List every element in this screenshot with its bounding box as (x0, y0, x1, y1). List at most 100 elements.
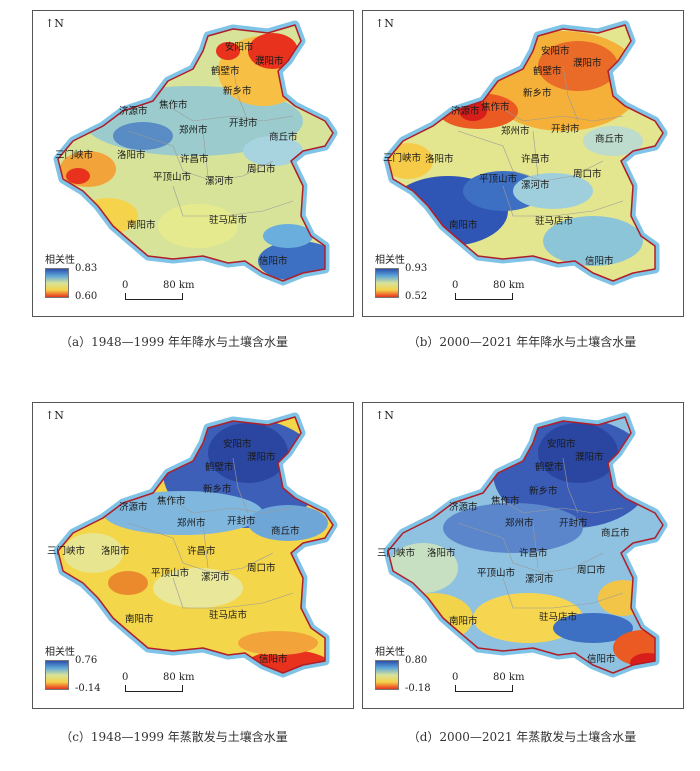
city-label: 郑州市 (501, 126, 530, 137)
city-label: 濮阳市 (247, 452, 276, 463)
city-label: 信阳市 (585, 256, 614, 267)
city-label: 漯河市 (201, 572, 230, 583)
city-label: 鹤壁市 (533, 66, 562, 77)
city-label: 洛阳市 (101, 546, 130, 557)
city-label: 信阳市 (587, 654, 616, 665)
city-label: 三门峡市 (383, 153, 422, 164)
legend-max: 0.80 (405, 655, 428, 666)
city-label: 漯河市 (521, 180, 550, 191)
scale-end: 80 km (163, 672, 195, 683)
city-label: 郑州市 (177, 518, 206, 529)
caption-b: （b）2000—2021 年年降水与土壤含水量 (407, 335, 637, 349)
city-label: 濮阳市 (255, 56, 284, 67)
city-label: 洛阳市 (117, 150, 146, 161)
scale-end: 80 km (493, 280, 525, 291)
city-label: 商丘市 (271, 526, 300, 537)
legend-title: 相关性 (45, 647, 75, 658)
city-label: 信阳市 (259, 654, 288, 665)
city-label: 安阳市 (225, 42, 254, 53)
map-d (383, 412, 668, 678)
city-label: 南阳市 (449, 220, 478, 231)
city-label: 商丘市 (269, 132, 298, 143)
city-label: 驻马店市 (209, 610, 248, 621)
city-label: 济源市 (119, 106, 148, 117)
city-label: 焦作市 (491, 496, 520, 507)
city-label: 郑州市 (179, 125, 208, 136)
city-label: 周口市 (247, 563, 276, 574)
caption-c: （c）1948—1999 年蒸散发与土壤含水量 (60, 730, 288, 744)
city-label: 焦作市 (481, 102, 510, 113)
city-label: 周口市 (573, 169, 602, 180)
map-b (383, 20, 668, 286)
legend: 相关性 0.80 -0.18 (375, 643, 431, 694)
city-label: 三门峡市 (377, 548, 416, 559)
city-label: 新乡市 (523, 88, 552, 99)
city-label: 新乡市 (203, 484, 232, 495)
legend-title: 相关性 (45, 255, 75, 266)
city-label: 济源市 (449, 502, 478, 513)
city-label: 三门峡市 (47, 546, 86, 557)
legend-min: -0.18 (405, 683, 431, 694)
city-label: 平顶山市 (153, 172, 192, 183)
legend-max: 0.93 (405, 263, 428, 274)
legend-title: 相关性 (375, 255, 405, 266)
city-label: 漯河市 (205, 176, 234, 187)
city-label: 南阳市 (125, 614, 154, 625)
city-label: 许昌市 (180, 154, 209, 165)
north-arrow-icon: ↑ (45, 17, 55, 30)
caption-d: （d）2000—2021 年蒸散发与土壤含水量 (407, 730, 637, 744)
city-label: 平顶山市 (477, 568, 516, 579)
scale-bar: 0 80 km (452, 672, 545, 694)
north-arrow-icon: ↑ (375, 17, 385, 30)
city-label: 平顶山市 (151, 568, 190, 579)
city-label: 许昌市 (519, 548, 548, 559)
city-label: 洛阳市 (425, 154, 454, 165)
scale-zero: 0 (122, 672, 129, 683)
map-c (53, 412, 338, 678)
city-label: 三门峡市 (55, 150, 94, 161)
city-label: 信阳市 (259, 256, 288, 267)
legend-title: 相关性 (375, 647, 405, 658)
north-arrow: ↑N (45, 409, 64, 422)
city-label: 鹤壁市 (205, 462, 234, 473)
north-arrow-icon: ↑ (375, 409, 385, 422)
scale-line (125, 685, 183, 692)
legend: 相关性 0.83 0.60 (45, 251, 97, 302)
scale-zero: 0 (122, 280, 129, 291)
scale-bar: 0 80 km (122, 280, 215, 302)
north-arrow: ↑N (375, 409, 394, 422)
city-label: 鹤壁市 (211, 66, 240, 77)
city-label: 安阳市 (541, 46, 570, 57)
city-label: 安阳市 (547, 439, 576, 450)
map-panel-d: ↑N 安阳市 鹤壁市 濮阳市 新乡市 焦作市 济源市 郑州市 开封市 商丘市 三… (362, 402, 684, 709)
city-label: 焦作市 (159, 100, 188, 111)
north-label: N (54, 409, 64, 422)
city-label: 商丘市 (601, 528, 630, 539)
city-label: 开封市 (551, 124, 580, 135)
north-label: N (384, 409, 394, 422)
city-label: 新乡市 (223, 86, 252, 97)
city-label: 开封市 (559, 518, 588, 529)
legend-color-bar (375, 660, 399, 690)
city-label: 新乡市 (529, 486, 558, 497)
city-label: 周口市 (247, 164, 276, 175)
city-label: 济源市 (119, 502, 148, 513)
city-label: 许昌市 (521, 154, 550, 165)
city-label: 南阳市 (127, 220, 156, 231)
north-arrow: ↑N (375, 17, 394, 30)
scale-zero: 0 (452, 672, 459, 683)
map-panel-a: ↑N 安阳市 鹤壁市 濮阳市 新乡市 焦作市 济源市 郑州市 开封市 商丘市 三… (32, 10, 354, 317)
scale-bar: 0 80 km (122, 672, 215, 694)
caption-a: （a）1948—1999 年年降水与土壤含水量 (59, 335, 289, 349)
map-panel-c: ↑N 安阳市 鹤壁市 濮阳市 新乡市 焦作市 济源市 郑州市 开封市 商丘市 三… (32, 402, 354, 709)
scale-line (455, 685, 513, 692)
city-label: 开封市 (227, 516, 256, 527)
north-arrow-icon: ↑ (45, 409, 55, 422)
scale-bar: 0 80 km (452, 280, 545, 302)
legend-color-bar (45, 268, 69, 298)
scale-line (455, 293, 513, 300)
north-arrow: ↑N (45, 17, 64, 30)
city-label: 开封市 (229, 118, 258, 129)
city-label: 郑州市 (505, 518, 534, 529)
scale-zero: 0 (452, 280, 459, 291)
